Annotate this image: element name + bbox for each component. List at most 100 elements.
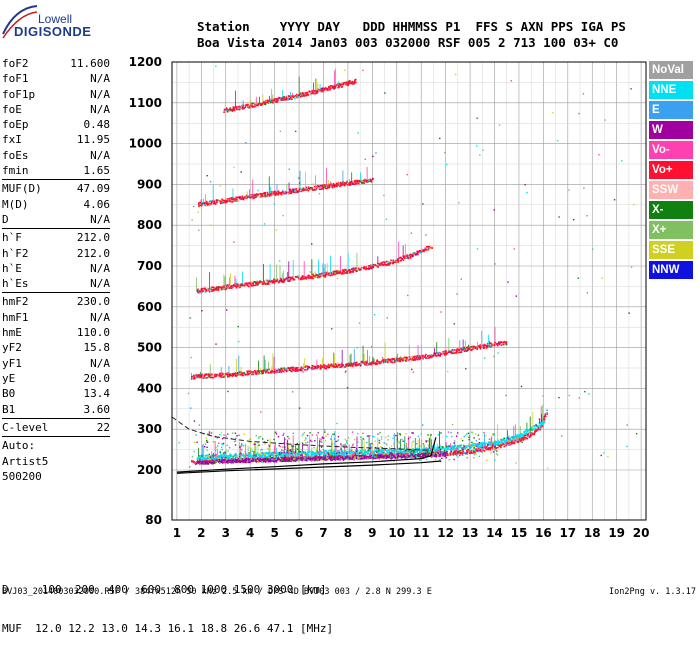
echo-point xyxy=(313,277,315,279)
echo-point xyxy=(321,273,323,275)
echo-point xyxy=(207,461,209,463)
echo-point xyxy=(191,378,193,380)
echo-point xyxy=(323,364,325,366)
echo-point xyxy=(205,458,207,460)
echo-point xyxy=(349,269,351,271)
echo-point xyxy=(411,356,413,358)
echo-point xyxy=(213,287,215,289)
echo-point xyxy=(352,183,354,185)
echo-point xyxy=(343,273,345,275)
echo-point xyxy=(290,460,292,462)
echo-point xyxy=(238,374,240,376)
echo-point xyxy=(241,455,243,457)
echo-point xyxy=(248,371,250,373)
echo-point xyxy=(491,447,493,449)
echo-point xyxy=(405,258,407,260)
echo-point xyxy=(416,254,418,256)
echo-point xyxy=(351,452,353,454)
echo-point xyxy=(248,286,250,288)
echo-point xyxy=(307,190,309,192)
echo-point xyxy=(207,458,209,460)
echo-point xyxy=(215,202,217,204)
echo-point xyxy=(212,286,214,288)
echo-point xyxy=(290,367,292,369)
echo-point xyxy=(277,194,279,196)
echo-point xyxy=(394,360,396,362)
echo-point xyxy=(310,277,312,279)
echo-point xyxy=(232,201,234,203)
echo-point xyxy=(330,366,332,368)
echo-point xyxy=(195,374,197,376)
echo-point xyxy=(498,344,500,346)
echo-point xyxy=(317,365,319,367)
echo-point xyxy=(229,375,231,377)
echo-point xyxy=(405,455,407,457)
echo-point xyxy=(332,459,334,461)
echo-point xyxy=(422,355,424,357)
echo-point xyxy=(298,369,300,371)
echo-point xyxy=(446,352,448,354)
echo-point xyxy=(267,456,269,458)
echo-point xyxy=(485,448,487,450)
echo-point xyxy=(401,453,403,455)
echo-point xyxy=(197,289,199,291)
echo-point xyxy=(227,198,229,200)
echo-point xyxy=(441,448,443,450)
echo-point xyxy=(419,356,421,358)
echo-point xyxy=(311,187,313,189)
echo-point xyxy=(474,347,476,349)
echo-point xyxy=(351,450,353,452)
echo-point xyxy=(264,282,266,284)
echo-point xyxy=(275,460,277,462)
echo-point xyxy=(307,459,309,461)
echo-point xyxy=(519,435,521,437)
echo-point xyxy=(430,354,432,356)
echo-point xyxy=(201,460,203,462)
echo-point xyxy=(390,452,392,454)
echo-point xyxy=(268,372,270,374)
echo-point xyxy=(346,182,348,184)
echo-point xyxy=(279,454,281,456)
echo-point xyxy=(223,288,225,290)
echo-point xyxy=(280,279,282,281)
echo-point xyxy=(425,354,427,356)
echo-point xyxy=(305,365,307,367)
echo-point xyxy=(206,377,208,379)
echo-point xyxy=(269,281,271,283)
echo-point xyxy=(480,348,482,350)
echo-point xyxy=(424,247,426,249)
echo-point xyxy=(301,367,303,369)
echo-point xyxy=(538,425,540,427)
echo-point xyxy=(197,458,199,460)
echo-point xyxy=(429,246,431,248)
echo-point xyxy=(482,449,484,451)
echo-point xyxy=(408,360,410,362)
echo-point xyxy=(234,200,236,202)
echo-point xyxy=(214,201,216,203)
echo-point xyxy=(437,354,439,356)
echo-point xyxy=(316,455,318,457)
echo-point xyxy=(236,198,238,200)
echo-point xyxy=(307,369,309,371)
echo-point xyxy=(481,442,483,444)
echo-point xyxy=(268,283,270,285)
echo-point xyxy=(378,451,380,453)
echo-point xyxy=(480,445,482,447)
echo-point xyxy=(500,439,502,441)
echo-point xyxy=(268,281,270,283)
echo-point xyxy=(492,449,494,451)
echo-point xyxy=(525,435,527,437)
echo-point xyxy=(461,453,463,455)
echo-point xyxy=(306,187,308,189)
echo-point xyxy=(526,433,528,435)
echo-point xyxy=(473,447,475,449)
echo-point xyxy=(338,365,340,367)
echo-point xyxy=(257,284,259,286)
echo-point xyxy=(431,247,433,249)
echo-point xyxy=(390,361,392,363)
echo-point xyxy=(333,365,335,367)
echo-point xyxy=(298,275,300,277)
echo-point xyxy=(483,345,485,347)
echo-point xyxy=(344,452,346,454)
echo-point xyxy=(202,377,204,379)
